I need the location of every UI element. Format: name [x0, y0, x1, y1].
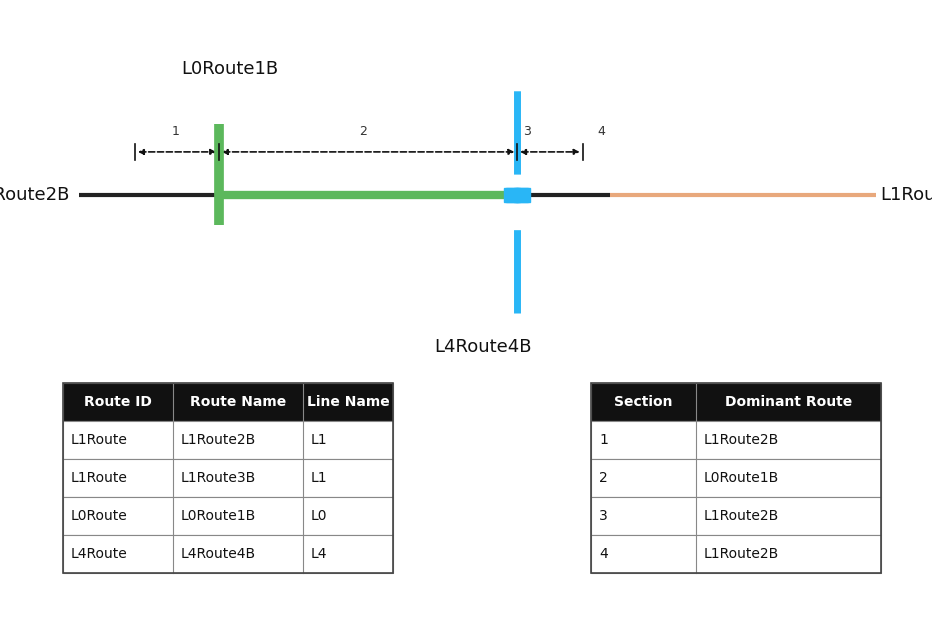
Text: L1Route: L1Route — [71, 471, 128, 485]
Text: Route ID: Route ID — [84, 395, 152, 409]
Text: L1: L1 — [311, 433, 328, 447]
Bar — [63, 421, 393, 459]
Text: 2: 2 — [360, 125, 367, 138]
Bar — [63, 459, 393, 497]
Text: L0Route1B: L0Route1B — [182, 60, 279, 78]
Bar — [591, 383, 881, 421]
Text: 2: 2 — [599, 471, 608, 485]
Text: L1Route2B: L1Route2B — [0, 186, 70, 205]
Text: L1Route3B: L1Route3B — [881, 186, 932, 205]
Text: L4Route: L4Route — [71, 547, 128, 561]
Bar — [63, 497, 393, 535]
Text: L1Route2B: L1Route2B — [704, 547, 779, 561]
Text: 4: 4 — [597, 125, 605, 138]
Bar — [63, 383, 393, 421]
Text: 4: 4 — [599, 547, 608, 561]
Bar — [591, 383, 881, 573]
Bar — [63, 535, 393, 573]
Bar — [591, 421, 881, 459]
Text: L1Route2B: L1Route2B — [704, 433, 779, 447]
Bar — [591, 497, 881, 535]
Text: L1Route2B: L1Route2B — [181, 433, 256, 447]
Bar — [591, 459, 881, 497]
Text: L0: L0 — [311, 509, 327, 523]
Text: L0Route1B: L0Route1B — [704, 471, 779, 485]
Text: L4Route4B: L4Route4B — [434, 338, 531, 356]
Text: Route Name: Route Name — [190, 395, 286, 409]
Bar — [591, 535, 881, 573]
Text: Section: Section — [614, 395, 673, 409]
Text: Line Name: Line Name — [307, 395, 390, 409]
Text: L0Route1B: L0Route1B — [181, 509, 256, 523]
Bar — [63, 383, 393, 573]
Text: 3: 3 — [523, 125, 530, 138]
Text: L1: L1 — [311, 471, 328, 485]
Text: 1: 1 — [171, 125, 179, 138]
Text: L1Route2B: L1Route2B — [704, 509, 779, 523]
Text: L1Route: L1Route — [71, 433, 128, 447]
Text: L4Route4B: L4Route4B — [181, 547, 256, 561]
Text: L1Route3B: L1Route3B — [181, 471, 256, 485]
Text: L0Route: L0Route — [71, 509, 128, 523]
Text: 3: 3 — [599, 509, 608, 523]
Text: Dominant Route: Dominant Route — [725, 395, 852, 409]
Text: 1: 1 — [599, 433, 608, 447]
Text: L4: L4 — [311, 547, 327, 561]
